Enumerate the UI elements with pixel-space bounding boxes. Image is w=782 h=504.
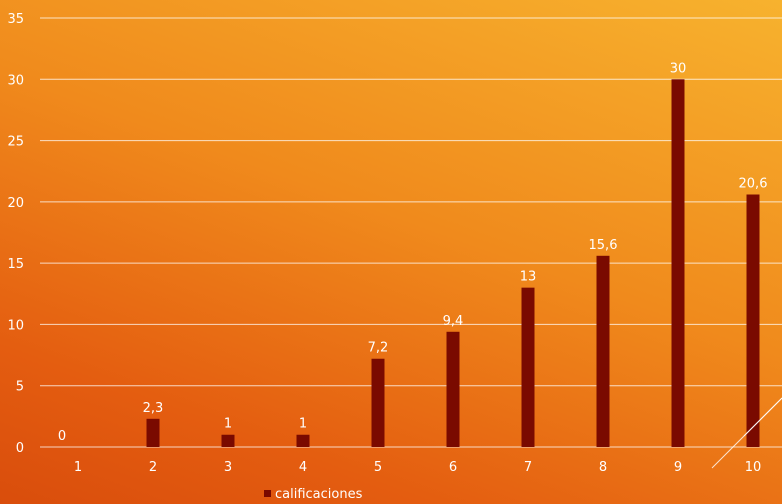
y-tick-label: 20 xyxy=(7,196,24,211)
decorative-lines xyxy=(711,397,782,469)
x-tick-label: 8 xyxy=(599,460,607,475)
data-label: 1 xyxy=(224,417,232,432)
bar xyxy=(746,194,760,447)
legend: calificaciones xyxy=(264,487,363,502)
x-tick-label: 4 xyxy=(299,460,307,475)
data-label: 7,2 xyxy=(368,341,389,356)
x-tick-label: 6 xyxy=(449,460,457,475)
bars xyxy=(146,79,760,448)
data-label: 9,4 xyxy=(443,314,464,329)
legend-swatch xyxy=(264,490,271,497)
bar xyxy=(446,331,460,447)
x-tick-label: 9 xyxy=(674,460,682,475)
data-label: 20,6 xyxy=(739,177,768,192)
data-label: 1 xyxy=(299,417,307,432)
y-tick-label: 15 xyxy=(7,257,24,272)
bar xyxy=(146,418,160,447)
y-tick-label: 5 xyxy=(16,380,24,395)
x-tick-label: 10 xyxy=(745,460,762,475)
x-tick-label: 1 xyxy=(74,460,82,475)
x-tick-label: 2 xyxy=(149,460,157,475)
y-tick-label: 0 xyxy=(16,441,24,456)
gridlines xyxy=(40,17,782,448)
bar xyxy=(221,434,235,447)
decorative-line xyxy=(743,397,782,437)
x-axis-tick-labels: 1 2 3 4 5 6 7 8 9 10 xyxy=(74,460,761,475)
data-label: 13 xyxy=(520,270,537,285)
bar xyxy=(371,358,385,447)
x-tick-label: 5 xyxy=(374,460,382,475)
data-label: 0 xyxy=(58,429,66,444)
bar xyxy=(596,255,610,447)
y-tick-label: 35 xyxy=(7,12,24,27)
y-tick-label: 30 xyxy=(7,73,24,88)
y-axis-tick-labels: 0 5 10 15 20 25 30 35 xyxy=(7,12,24,456)
data-label: 15,6 xyxy=(589,238,618,253)
data-labels: 0 2,3 1 1 7,2 9,4 13 15,6 30 20,6 xyxy=(58,61,768,444)
data-label: 2,3 xyxy=(143,401,164,416)
x-tick-label: 3 xyxy=(224,460,232,475)
x-tick-label: 7 xyxy=(524,460,532,475)
legend-label: calificaciones xyxy=(275,487,363,502)
data-label: 30 xyxy=(670,61,687,76)
bar xyxy=(521,287,535,447)
bar xyxy=(671,79,685,448)
y-tick-label: 25 xyxy=(7,135,24,150)
bar xyxy=(296,434,310,447)
y-tick-label: 10 xyxy=(7,318,24,333)
